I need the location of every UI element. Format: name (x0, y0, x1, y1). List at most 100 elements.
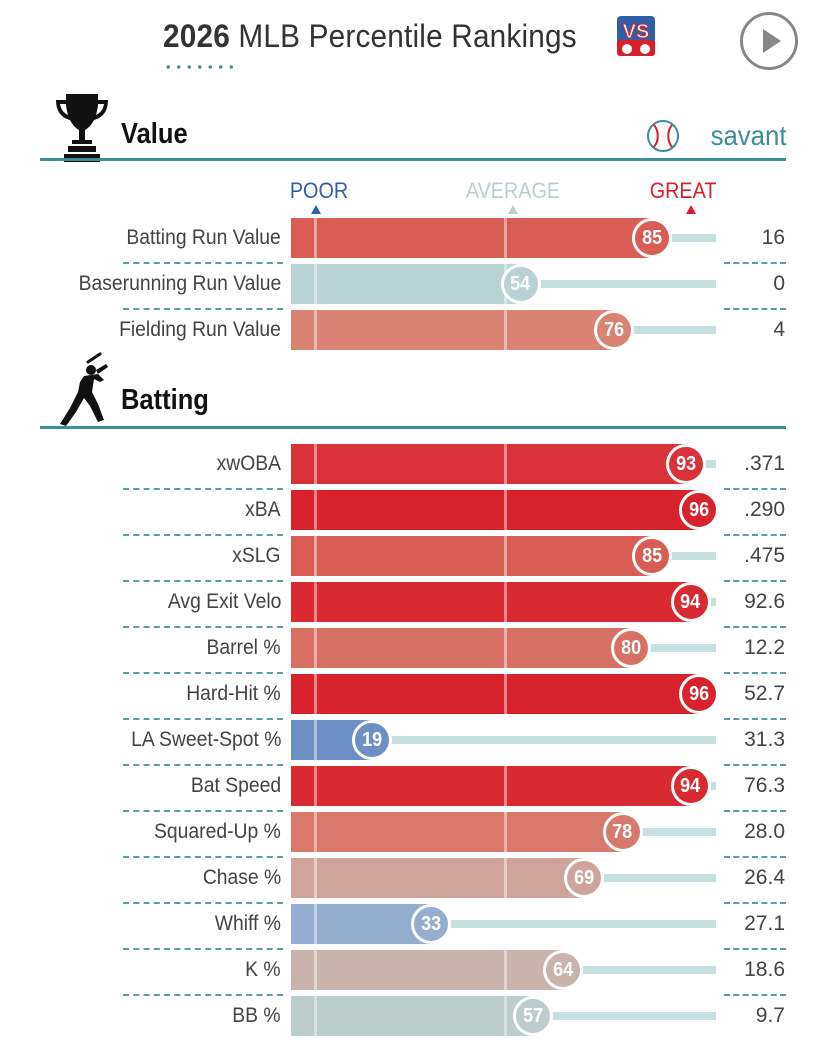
title-text: MLB Percentile Rankings (238, 18, 577, 54)
bar-tick (314, 674, 317, 714)
metric-row[interactable]: K % 64 18.6 (0, 950, 822, 990)
value-section-rule (40, 158, 786, 161)
metric-row[interactable]: LA Sweet-Spot % 19 31.3 (0, 720, 822, 760)
percentile-track (563, 966, 716, 974)
percentile-bubble[interactable]: 93 (666, 444, 707, 484)
bar-tick (503, 536, 507, 576)
metric-row[interactable]: Batting Run Value 85 16 (0, 218, 822, 258)
percentile-bubble[interactable]: 33 (411, 904, 452, 944)
percentile-bubble[interactable]: 54 (500, 264, 541, 304)
metric-label: BB % (232, 1004, 281, 1027)
row-divider (123, 718, 283, 720)
percentile-bubble[interactable]: 85 (632, 536, 673, 576)
metric-label: Chase % (202, 866, 281, 889)
row-divider (724, 856, 786, 858)
percentile-bubble[interactable]: 64 (543, 950, 583, 990)
percentile-bubble[interactable]: 94 (670, 582, 711, 622)
percentile-scale: POOR AVERAGE GREAT (0, 178, 822, 218)
bar-tick (503, 490, 507, 530)
row-divider (123, 262, 283, 264)
percentile-track (614, 326, 716, 334)
bar-tick (503, 582, 507, 622)
metric-row[interactable]: Whiff % 33 27.1 (0, 904, 822, 944)
bar-tick (503, 444, 507, 484)
batting-section-header: Batting (40, 352, 786, 432)
row-divider (123, 810, 283, 812)
bar-tick (314, 766, 317, 806)
play-button[interactable] (740, 12, 798, 70)
percentile-bar (291, 444, 687, 484)
percentile-bar (291, 996, 534, 1036)
percentile-number: 78 (612, 821, 633, 843)
metric-row[interactable]: Chase % 69 26.4 (0, 858, 822, 898)
metric-label: Batting Run Value (126, 226, 281, 249)
percentile-bubble[interactable]: 96 (679, 490, 719, 530)
value-section-header: Value savant (40, 92, 786, 164)
percentile-bubble[interactable]: 85 (632, 218, 673, 258)
metric-value: 27.1 (744, 912, 785, 935)
percentile-bubble[interactable]: 76 (594, 310, 634, 350)
percentile-bubble[interactable]: 69 (564, 858, 605, 898)
metric-value: 9.7 (755, 1004, 785, 1027)
bar-tick (314, 444, 317, 484)
metric-label: Avg Exit Velo (167, 590, 281, 613)
percentile-number: 33 (421, 913, 442, 935)
bar-tick (314, 490, 317, 530)
bar-tick (314, 812, 317, 852)
metric-row[interactable]: Avg Exit Velo 94 92.6 (0, 582, 822, 622)
percentile-track (652, 234, 716, 242)
percentile-track (631, 644, 716, 652)
metric-label: Barrel % (206, 636, 281, 659)
percentile-bubble[interactable]: 57 (513, 996, 554, 1036)
percentile-bar (291, 536, 653, 576)
row-divider (123, 994, 283, 996)
row-divider (724, 580, 786, 582)
metric-value: 31.3 (744, 728, 785, 751)
percentile-number: 93 (676, 453, 697, 475)
metric-value: 26.4 (744, 866, 785, 889)
metric-label: Squared-Up % (154, 820, 281, 843)
metric-row[interactable]: Baserunning Run Value 54 0 (0, 264, 822, 304)
percentile-bar (291, 218, 653, 258)
bar-tick (314, 950, 317, 990)
metric-row[interactable]: xwOBA 93 .371 (0, 444, 822, 484)
metric-value: 16 (761, 226, 785, 249)
metric-value: 4 (773, 318, 785, 341)
percentile-bar (291, 858, 585, 898)
scale-great-label: GREAT (649, 178, 717, 203)
percentile-bubble[interactable]: 78 (602, 812, 643, 852)
title-year: 2026 (163, 18, 230, 54)
metric-label: xSLG (232, 544, 281, 567)
vs-icon[interactable]: VS (613, 14, 659, 60)
metric-row[interactable]: xBA 96 .290 (0, 490, 822, 530)
percentile-bubble[interactable]: 19 (351, 720, 392, 760)
percentile-bubble[interactable]: 94 (670, 766, 711, 806)
metric-value: 28.0 (744, 820, 785, 843)
metric-label: Bat Speed (190, 774, 281, 797)
row-divider (123, 948, 283, 950)
percentile-bar (291, 582, 691, 622)
metric-row[interactable]: Fielding Run Value 76 4 (0, 310, 822, 350)
percentile-number: 96 (688, 683, 710, 705)
percentile-bubble[interactable]: 80 (611, 628, 651, 668)
row-divider (123, 488, 283, 490)
bar-tick (314, 858, 317, 898)
bar-tick (503, 310, 507, 350)
row-divider (123, 580, 283, 582)
percentile-track (431, 920, 716, 928)
row-divider (724, 488, 786, 490)
percentile-bubble[interactable]: 96 (679, 674, 719, 714)
metric-row[interactable]: BB % 57 9.7 (0, 996, 822, 1036)
row-divider (123, 534, 283, 536)
percentile-bar (291, 674, 699, 714)
metric-row[interactable]: Bat Speed 94 76.3 (0, 766, 822, 806)
row-divider (123, 672, 283, 674)
scale-poor-label: POOR (289, 178, 349, 203)
metric-row[interactable]: Hard-Hit % 96 52.7 (0, 674, 822, 714)
metric-row[interactable]: Squared-Up % 78 28.0 (0, 812, 822, 852)
metric-row[interactable]: Barrel % 80 12.2 (0, 628, 822, 668)
metric-label: Fielding Run Value (119, 318, 281, 341)
metric-row[interactable]: xSLG 85 .475 (0, 536, 822, 576)
percentile-bar (291, 812, 623, 852)
percentile-number: 94 (680, 775, 701, 797)
